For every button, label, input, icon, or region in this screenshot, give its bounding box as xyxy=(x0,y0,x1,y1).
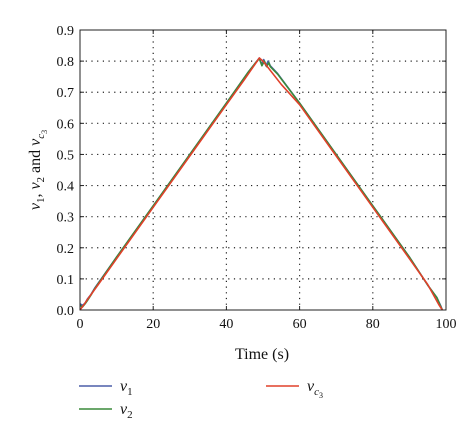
plot-series xyxy=(79,57,444,311)
grid-lines xyxy=(80,30,446,310)
x-tick-label: 20 xyxy=(146,317,160,332)
y-tick-label: 0.3 xyxy=(57,211,75,226)
y-tick-label: 0.5 xyxy=(57,148,75,163)
legend-label-v2: v2 xyxy=(120,401,133,421)
y-axis-label: v1, v2 and vc3 xyxy=(27,130,49,210)
x-axis-label: Time (s) xyxy=(235,346,289,363)
y-tick-label: 0.9 xyxy=(57,24,75,39)
legend-label-vc3: vc3 xyxy=(307,378,323,400)
x-tick-label: 40 xyxy=(219,317,233,332)
legend-entry-vc3: vc3 xyxy=(266,378,323,400)
y-tick-label: 0.1 xyxy=(57,273,75,288)
legend-label-v1: v1 xyxy=(120,378,133,398)
y-tick-labels: 0.0 0.1 0.2 0.3 0.4 0.5 0.6 0.7 0.8 0.9 xyxy=(57,24,75,319)
legend: v1 v2 vc3 xyxy=(79,378,323,421)
legend-entry-v2: v2 xyxy=(79,401,133,421)
series-line-vc3 xyxy=(79,57,444,311)
y-tick-label: 0.6 xyxy=(57,117,75,132)
y-tick-label: 0.0 xyxy=(57,304,75,319)
plot-frame xyxy=(79,29,447,311)
x-tick-label: 0 xyxy=(77,317,84,332)
x-tick-label: 80 xyxy=(366,317,380,332)
x-tick-label: 100 xyxy=(436,317,457,332)
y-tick-label: 0.4 xyxy=(57,180,75,195)
series-line-v2 xyxy=(79,57,444,311)
tick-marks xyxy=(79,29,447,311)
y-tick-label: 0.7 xyxy=(57,86,75,101)
y-tick-label: 0.8 xyxy=(57,55,75,70)
y-tick-label: 0.2 xyxy=(57,242,75,257)
x-tick-label: 60 xyxy=(293,317,307,332)
series-line-v1 xyxy=(79,57,444,311)
legend-entry-v1: v1 xyxy=(79,378,133,398)
x-tick-labels: 0 20 40 60 80 100 xyxy=(77,317,457,332)
